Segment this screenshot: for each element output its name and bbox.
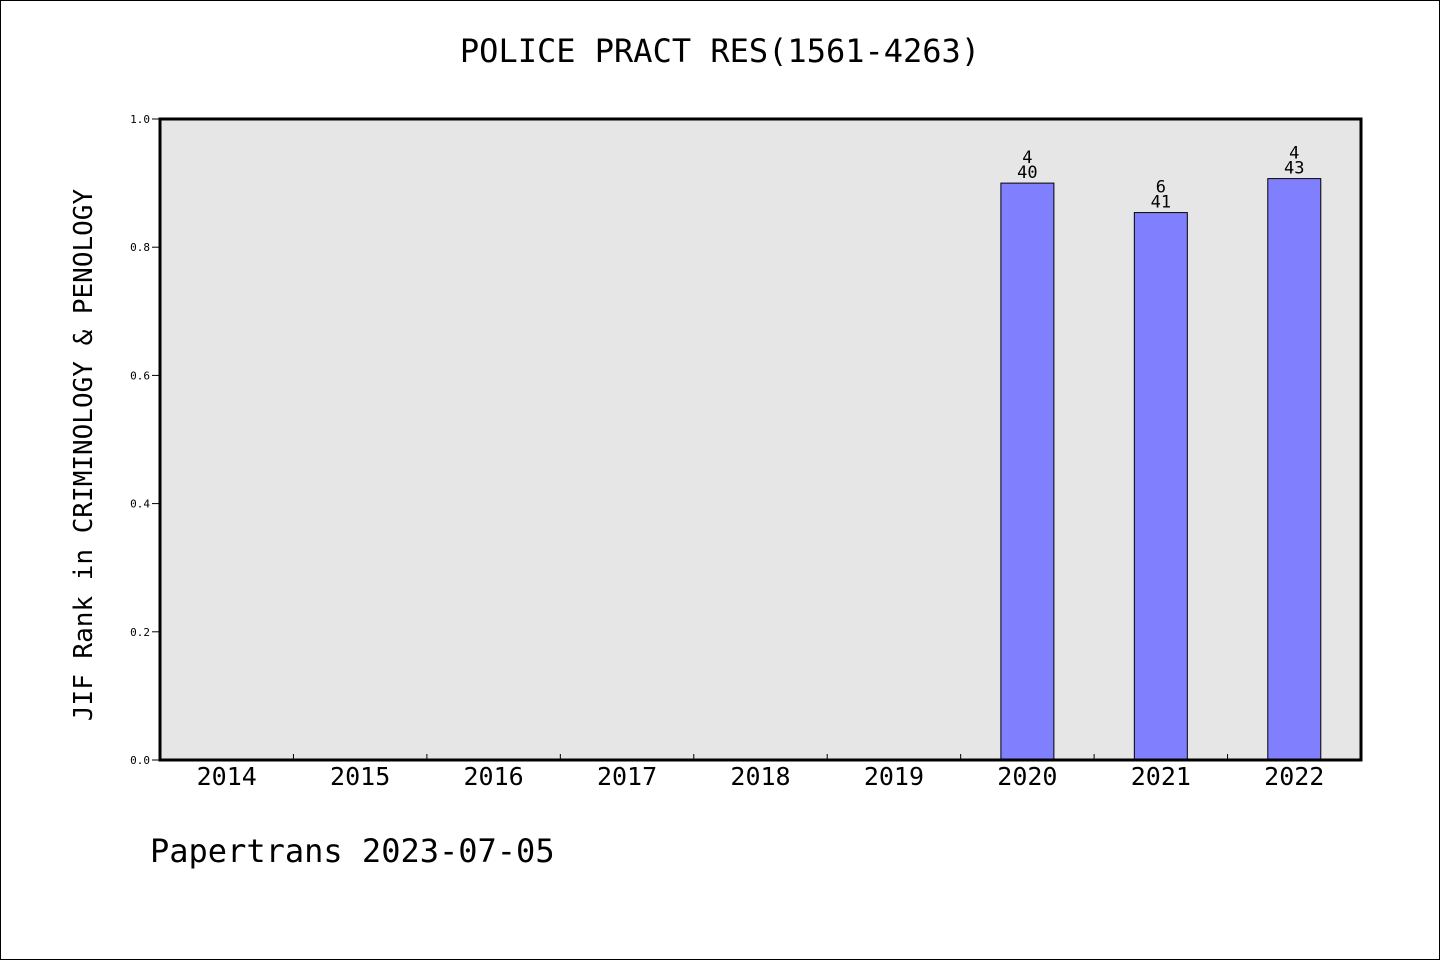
x-tick-label: 2017 [597, 762, 657, 791]
y-tick-label: 0.0 [130, 754, 150, 767]
bar-label-rank: 4 [1022, 148, 1032, 168]
y-axis-label: JIF Rank in CRIMINOLOGY & PENOLOGY [69, 189, 99, 722]
bar-label-total: 43 [1284, 159, 1304, 179]
plot-border [158, 117, 1363, 762]
bar-label-rank: 4 [1289, 144, 1299, 164]
x-tick-label: 2021 [1131, 762, 1191, 791]
x-tick-label: 2019 [864, 762, 924, 791]
y-tick-label: 0.8 [130, 241, 150, 254]
bar [1000, 182, 1055, 761]
x-tick-label: 2016 [464, 762, 524, 791]
bar-label-rank: 6 [1156, 178, 1166, 198]
bar [1267, 178, 1322, 761]
y-tick-label: 1.0 [130, 113, 150, 126]
y-tick-label: 0.4 [130, 498, 150, 511]
y-tick-label: 0.2 [130, 626, 150, 639]
x-tick-label: 2020 [997, 762, 1057, 791]
footer-watermark: Papertrans 2023-07-05 [150, 832, 555, 870]
x-tick-label: 2014 [197, 762, 257, 791]
chart-title: POLICE PRACT RES(1561-4263) [459, 32, 981, 70]
bar [1133, 212, 1188, 761]
bar-label-total: 41 [1151, 193, 1171, 213]
bar-label-total: 40 [1017, 163, 1037, 183]
y-tick-label: 0.6 [130, 369, 150, 382]
x-tick-label: 2022 [1264, 762, 1324, 791]
x-tick-label: 2018 [730, 762, 790, 791]
x-tick-label: 2015 [330, 762, 390, 791]
